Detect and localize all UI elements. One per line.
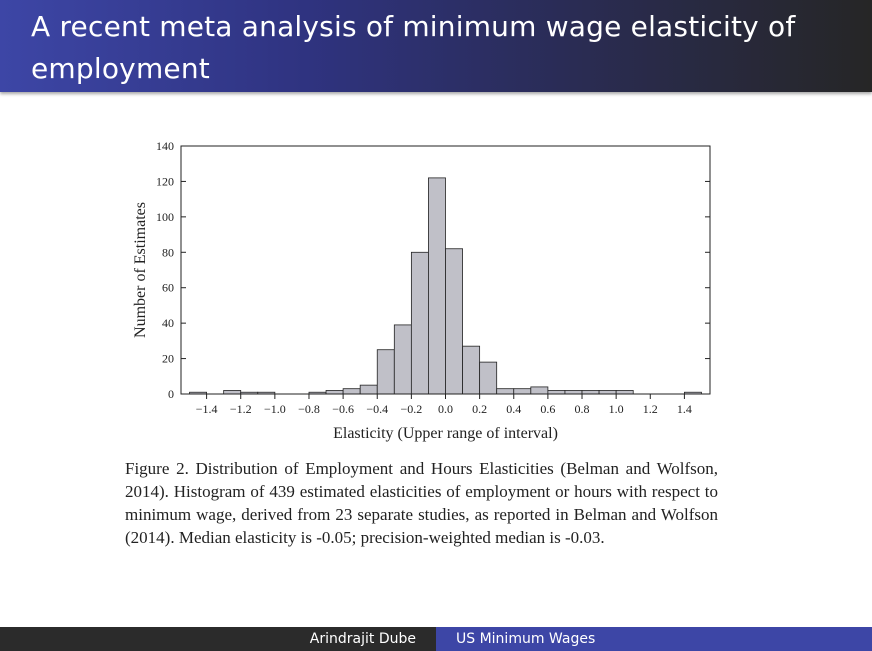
histogram-bar: [513, 388, 532, 395]
y-tick-label: 20: [162, 352, 174, 366]
figure-caption: Figure 2. Distribution of Employment and…: [125, 459, 718, 547]
x-tick-label: 0.6: [540, 402, 555, 416]
y-axis-ticks: 0 20 40 60 80 100 120 140: [156, 139, 710, 401]
bars-layer: [189, 177, 702, 395]
x-tick-label: 0.4: [506, 402, 521, 416]
slide-title-bar: A recent meta analysis of minimum wage e…: [0, 0, 872, 92]
histogram-bar: [359, 384, 378, 395]
histogram-bar: [547, 390, 566, 395]
x-tick-label: −1.4: [196, 402, 218, 416]
y-tick-label: 60: [162, 281, 174, 295]
x-tick-label: −0.8: [298, 402, 320, 416]
histogram-bar: [410, 251, 429, 395]
y-tick-label: 40: [162, 316, 174, 330]
x-tick-label: −1.0: [264, 402, 286, 416]
histogram-figure: 0 20 40 60 80 100 120 140 −1.4 −1.2 −1.0 −0.8 −0.6−…: [120, 135, 730, 445]
x-tick-label: −0.4: [366, 402, 388, 416]
x-tick-label: 0.2: [472, 402, 487, 416]
x-tick-label: −1.2: [230, 402, 252, 416]
y-tick-label: 80: [162, 245, 174, 259]
y-tick-label: 100: [156, 210, 174, 224]
histogram-bar: [479, 361, 498, 395]
footer-bar: Arindrajit Dube US Minimum Wages: [0, 627, 872, 651]
slide-title: A recent meta analysis of minimum wage e…: [31, 10, 796, 85]
footer-left-panel: Arindrajit Dube: [0, 627, 436, 651]
histogram-bar: [428, 177, 446, 395]
x-tick-label: 0.0: [438, 402, 453, 416]
footer-right-panel: US Minimum Wages: [436, 627, 872, 651]
histogram-bar: [223, 390, 242, 395]
x-tick-label: 1.2: [643, 402, 658, 416]
histogram-bar: [598, 390, 617, 395]
histogram-bar: [462, 345, 481, 395]
x-tick-label: −0.2: [400, 402, 422, 416]
histogram-bar: [376, 349, 395, 395]
histogram-bar: [496, 388, 515, 395]
x-axis-label: Elasticity (Upper range of interval): [333, 425, 558, 442]
x-tick-label: 1.4: [677, 402, 692, 416]
histogram-bar: [615, 390, 634, 395]
histogram-bar: [325, 390, 344, 395]
footer-author: Arindrajit Dube: [309, 631, 416, 647]
x-tick-label: 0.8: [575, 402, 590, 416]
y-axis-label: Number of Estimates: [132, 202, 149, 338]
x-axis-ticks: −1.4 −1.2 −1.0 −0.8 −0.6 −0.4 −0.2 0.0 0.2 0.4 0.6…: [196, 394, 692, 416]
y-tick-label: 120: [156, 174, 174, 188]
histogram-bar: [564, 390, 583, 395]
footer-talk-title: US Minimum Wages: [456, 631, 596, 647]
x-tick-label: 1.0: [609, 402, 624, 416]
histogram-bar: [342, 388, 361, 395]
histogram-bar: [530, 386, 549, 395]
y-tick-label: 140: [156, 139, 174, 153]
y-tick-label: 0: [168, 387, 174, 401]
histogram-bar: [581, 390, 600, 395]
histogram-bar: [393, 324, 412, 395]
histogram-bar: [445, 248, 463, 395]
x-tick-label: −0.6: [332, 402, 354, 416]
